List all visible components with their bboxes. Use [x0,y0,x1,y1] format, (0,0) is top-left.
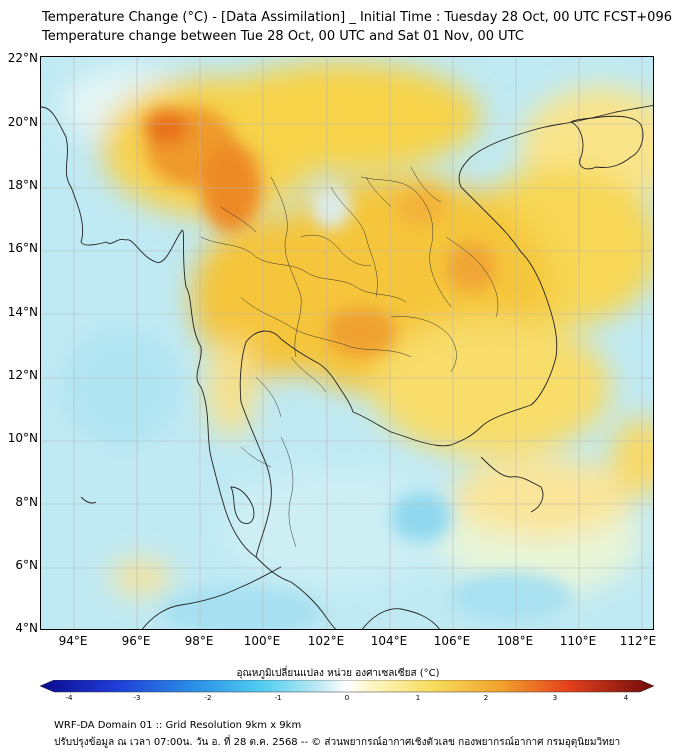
lon-label-94e: 94°E [58,634,88,648]
lon-label-102e: 102°E [307,634,345,648]
colorbar-gradient [40,680,654,693]
lat-lon-grid [41,57,653,629]
lat-label-8n: 8°N [15,495,38,509]
lat-label-14n: 14°N [7,305,38,319]
lon-label-108e: 108°E [496,634,534,648]
colorbar-tick-0: 0 [344,694,350,702]
footer-update-info: ปรับปรุงข้อมูล ณ เวลา 07:00น. วัน อ. ที่… [54,737,621,748]
lon-label-106e: 106°E [433,634,471,648]
footer-domain-info: WRF-DA Domain 01 :: Grid Resolution 9km … [54,720,302,731]
map-subtitle: Temperature change between Tue 28 Oct, 0… [42,29,524,44]
lon-label-110e: 110°E [559,634,597,648]
lon-label-96e: 96°E [121,634,151,648]
lon-label-104e: 104°E [370,634,408,648]
colorbar-tick-minus4: -4 [65,694,73,702]
lat-label-6n: 6°N [15,558,38,572]
colorbar-tick-minus1: -1 [274,694,282,702]
colorbar-tick-2: 2 [483,694,489,702]
map-canvas [41,57,653,629]
lat-label-12n: 12°N [7,368,38,382]
lon-label-100e: 100°E [243,634,281,648]
temperature-field [61,62,653,597]
colorbar [40,680,654,693]
colorbar-tick-1: 1 [415,694,421,702]
lat-label-10n: 10°N [7,431,38,445]
lat-label-20n: 20°N [7,115,38,129]
colorbar-tick-minus3: -3 [133,694,141,702]
lon-label-112e: 112°E [619,634,657,648]
map-title: Temperature Change (°C) - [Data Assimila… [42,10,672,25]
colorbar-tick-minus2: -2 [204,694,212,702]
colorbar-label: อุณหภูมิเปลี่ยนแปลง หน่วย องศาเซลเซียส (… [236,668,440,679]
lat-label-18n: 18°N [7,178,38,192]
temperature-change-map [40,56,654,630]
lat-label-16n: 16°N [7,241,38,255]
lat-label-4n: 4°N [15,621,38,635]
admin-boundaries [200,166,499,548]
lat-label-22n: 22°N [7,51,38,65]
hotspots [61,107,571,629]
coastlines [41,104,653,629]
colorbar-tick-3: 3 [552,694,558,702]
colorbar-tick-4: 4 [623,694,629,702]
lon-label-98e: 98°E [184,634,214,648]
